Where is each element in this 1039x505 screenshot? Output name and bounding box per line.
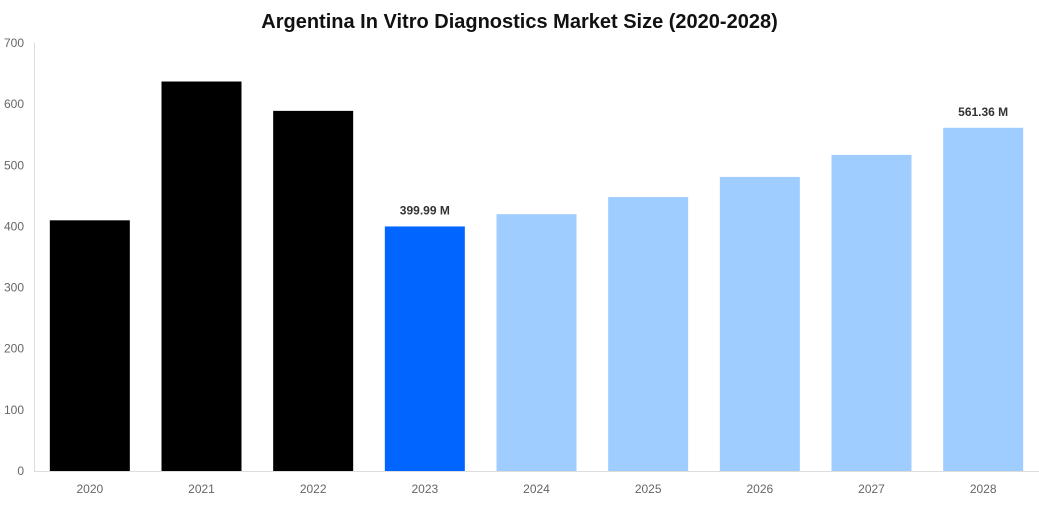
- bar-2021: [161, 81, 242, 472]
- y-tick-label: 400: [4, 219, 24, 233]
- x-tick-label: 2028: [970, 482, 997, 496]
- x-tick-label: 2023: [411, 482, 438, 496]
- x-tick-label: 2022: [300, 482, 327, 496]
- bar-2022: [273, 110, 354, 472]
- bar-2027: [831, 154, 912, 472]
- y-tick-label: 100: [4, 403, 24, 417]
- x-tick-label: 2027: [858, 482, 885, 496]
- data-label: 399.99 M: [400, 203, 450, 217]
- y-tick-label: 600: [4, 97, 24, 111]
- bar-2023: [384, 226, 465, 471]
- y-tick-label: 300: [4, 281, 24, 295]
- bar-2026: [719, 176, 800, 471]
- data-label: 561.36 M: [958, 105, 1008, 119]
- x-tick-label: 2020: [76, 482, 103, 496]
- bar-2028: [943, 127, 1024, 471]
- y-tick-label: 500: [4, 158, 24, 172]
- x-tick-label: 2025: [635, 482, 662, 496]
- y-tick-label: 700: [4, 36, 24, 50]
- bar-2025: [608, 197, 689, 471]
- chart-title: Argentina In Vitro Diagnostics Market Si…: [261, 11, 777, 33]
- bar-2020: [49, 220, 130, 471]
- y-tick-label: 0: [17, 464, 24, 478]
- bar-2024: [496, 214, 577, 471]
- y-tick-label: 200: [4, 342, 24, 356]
- x-tick-label: 2024: [523, 482, 550, 496]
- x-tick-label: 2026: [746, 482, 773, 496]
- x-tick-label: 2021: [188, 482, 215, 496]
